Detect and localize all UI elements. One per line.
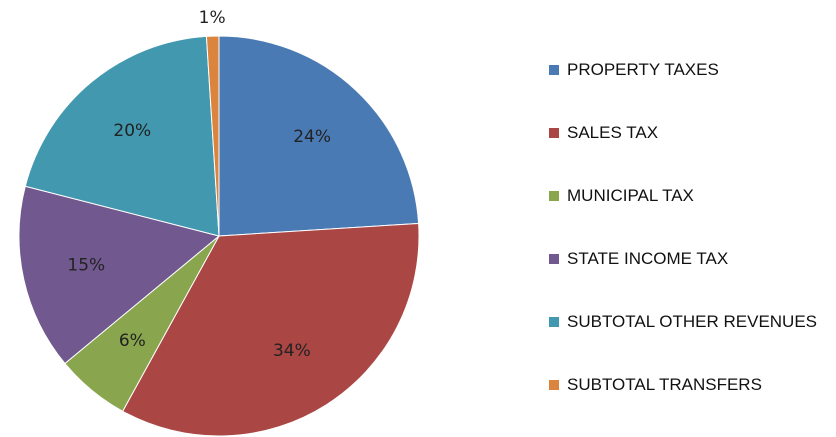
legend-swatch xyxy=(549,380,559,390)
legend-swatch xyxy=(549,65,559,75)
pie-slice xyxy=(18,185,221,365)
data-label: 15% xyxy=(67,256,105,276)
data-label: 1% xyxy=(199,8,226,28)
legend-item: PROPERTY TAXES xyxy=(549,58,819,82)
legend-item: SUBTOTAL TRANSFERS xyxy=(549,373,819,397)
legend-swatch xyxy=(549,128,559,138)
legend-item: STATE INCOME TAX xyxy=(549,247,819,271)
data-label: 6% xyxy=(119,331,146,351)
legend-swatch xyxy=(549,254,559,264)
legend-swatch xyxy=(549,191,559,201)
legend-item: SUBTOTAL OTHER REVENUES xyxy=(549,310,819,334)
legend-label: SALES TAX xyxy=(567,123,659,142)
pie-slice xyxy=(24,35,220,237)
legend-label: SUBTOTAL TRANSFERS xyxy=(567,375,762,394)
pie-slice xyxy=(205,35,220,237)
legend-swatch xyxy=(549,317,559,327)
legend-label: SUBTOTAL OTHER REVENUES xyxy=(567,312,818,331)
legend-label: MUNICIPAL TAX xyxy=(567,186,694,205)
legend-label: PROPERTY TAXES xyxy=(567,60,719,79)
pie-slice xyxy=(218,35,420,237)
legend-item: MUNICIPAL TAX xyxy=(549,184,819,208)
legend-label: STATE INCOME TAX xyxy=(567,249,729,268)
data-label: 24% xyxy=(293,127,331,147)
legend-item: SALES TAX xyxy=(549,121,819,145)
data-label: 20% xyxy=(113,121,151,141)
data-label: 34% xyxy=(273,341,311,361)
